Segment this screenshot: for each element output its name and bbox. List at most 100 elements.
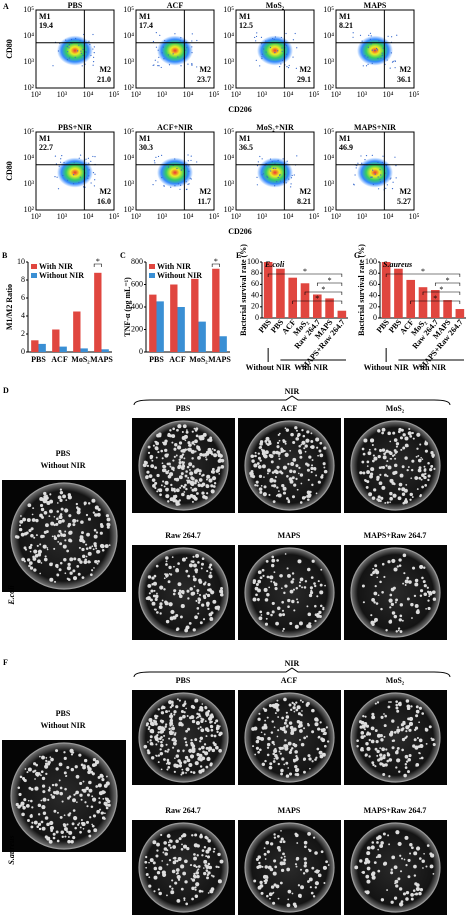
colony [285,715,290,719]
colony [273,883,277,887]
colony [89,816,92,819]
colony [66,566,71,571]
colony [49,825,54,831]
colony [315,756,318,759]
colony [87,502,91,505]
y-tick-label: 10³ [124,57,135,66]
colony [56,517,59,521]
colony [276,441,280,445]
colony [367,451,372,456]
colony [196,874,200,879]
cell-dot [290,186,292,188]
cell-dot [191,40,193,42]
colony [390,871,394,875]
colony [258,861,261,865]
colony [191,834,194,837]
colony [191,500,194,503]
colony [46,548,49,551]
colony [205,765,209,769]
cell-dot [391,61,394,63]
colony [272,581,276,584]
y-tick-label: 10⁴ [223,31,234,40]
colony [96,562,99,565]
cell-dot [256,184,258,186]
colony [40,799,43,802]
colony [39,755,41,758]
colony [178,723,182,727]
colony [366,746,371,751]
cell-dot [392,181,394,183]
colony [318,610,322,615]
cell-dot [94,173,96,175]
colony [69,571,73,575]
colony [377,594,380,597]
colony [410,477,413,480]
cell-dot [381,52,383,54]
colony [395,830,400,835]
colony [180,590,185,594]
colony [33,762,37,766]
cell-dot [90,182,92,184]
cell-dot [288,178,290,180]
colony [34,554,39,558]
cell-dot [274,52,276,54]
colony [178,441,183,445]
colony [216,450,221,454]
colony [175,454,178,457]
colony [407,717,410,721]
colony [191,481,195,485]
colony [79,793,83,797]
colony [420,456,422,459]
colony [182,749,185,752]
colony [381,427,386,432]
colony [29,814,33,818]
plot-title: MoS₂ [266,1,285,10]
x-tick-label: 10³ [357,212,368,221]
colony [43,491,47,496]
y-axis-label: CD80 [5,161,14,181]
x-tick-label: 10⁴ [183,212,194,221]
colony [59,490,64,495]
colony [292,588,296,591]
sig-star: * [433,294,437,303]
legend-label: Without NIR [39,271,84,280]
colony [402,446,406,450]
colony [188,462,193,467]
colony [190,591,195,596]
colony [56,839,60,843]
cell-dot [367,63,369,65]
colony [388,701,390,703]
colony [300,443,303,446]
colony [210,484,214,488]
colony [292,706,296,710]
colony [72,576,78,581]
x-tick-label: 10⁵ [409,212,420,221]
x-tick-label: 10⁵ [309,90,320,99]
cell-dot [61,155,63,157]
colony [183,711,186,714]
colony [319,453,324,458]
colony [175,488,180,493]
colony [393,438,398,442]
colony [184,755,189,760]
colony [61,519,65,523]
colony [209,714,213,718]
y-tick-label: 2 [21,329,25,338]
colony [212,485,216,488]
colony [286,903,291,908]
colony [27,503,32,508]
colony [293,727,297,732]
colony [159,748,162,751]
cell-dot [261,56,263,58]
cell-cloud [257,157,293,188]
colony [389,501,391,504]
bar [31,340,39,352]
cell-dot [390,52,392,54]
colony [15,802,19,807]
cell-dot [261,53,263,55]
colony [172,727,175,730]
colony [210,874,213,877]
colony [270,580,273,583]
colony [215,865,218,869]
colony [428,725,432,729]
